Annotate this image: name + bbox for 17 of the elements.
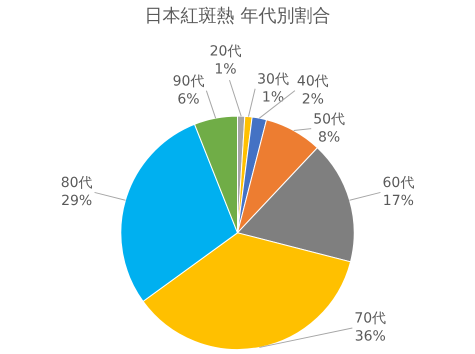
slice-label: 80代 xyxy=(60,175,93,192)
slice-label: 40代 xyxy=(296,73,329,90)
data-label: 1% xyxy=(214,62,237,78)
slice-label: 20代 xyxy=(210,44,242,60)
data-label: 1% xyxy=(262,89,284,106)
chart-title: 日本紅斑熱 年代別割合 xyxy=(144,5,330,26)
data-label: 29% xyxy=(61,193,92,210)
data-label: 8% xyxy=(318,129,340,146)
slice-label: 50代 xyxy=(313,111,346,128)
data-label: 6% xyxy=(177,91,200,108)
slice-label: 60代 xyxy=(382,175,414,192)
data-label: 36% xyxy=(354,328,386,345)
slice-label: 70代 xyxy=(354,310,386,327)
slice-label: 90代 xyxy=(172,73,204,90)
slice-label: 30代 xyxy=(257,71,289,88)
data-label: 17% xyxy=(382,193,414,210)
data-label: 2% xyxy=(302,91,324,108)
